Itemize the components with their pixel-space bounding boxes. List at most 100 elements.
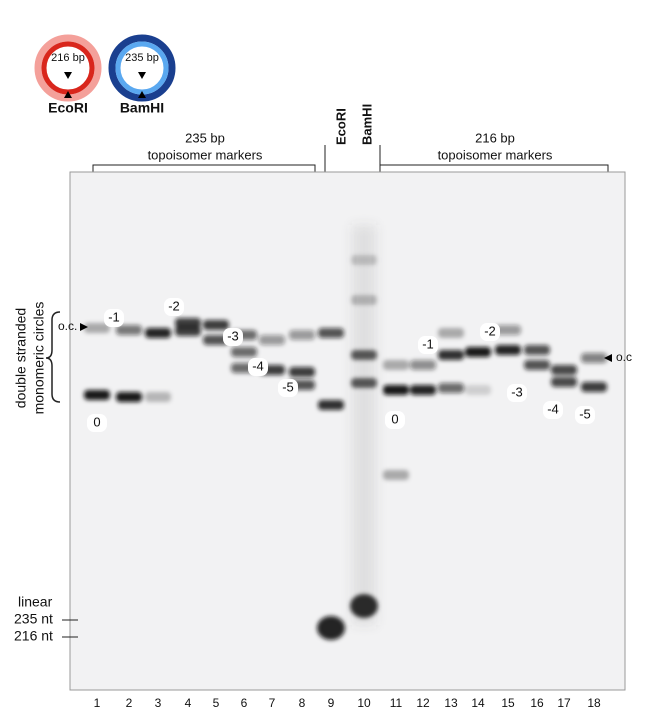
label-bg	[278, 379, 298, 397]
band	[84, 390, 110, 400]
band	[203, 320, 229, 330]
band	[438, 328, 464, 338]
label-bg	[104, 309, 124, 327]
linear-label: linear	[18, 594, 53, 610]
label-bg	[164, 298, 184, 316]
topoisomer-label: 0	[391, 411, 398, 426]
band	[581, 382, 607, 392]
band	[524, 345, 550, 355]
label-bg	[385, 411, 405, 429]
lane-number: 16	[530, 696, 544, 710]
topoisomer-label: -4	[547, 401, 559, 416]
lane-number: 17	[557, 696, 571, 710]
label-bg	[418, 336, 438, 354]
lane-number: 4	[185, 696, 192, 710]
band	[410, 385, 436, 395]
label-bg	[575, 406, 595, 424]
topoisomer-label: 0	[93, 414, 100, 429]
band	[465, 347, 491, 357]
band	[383, 385, 409, 395]
label-bg	[223, 328, 243, 346]
band	[116, 325, 142, 335]
header: topoisomer markers	[438, 147, 553, 162]
linear-label: 235 nt	[14, 611, 53, 627]
smear	[352, 225, 376, 625]
topoisomer-label: -2	[168, 298, 180, 313]
label-bg	[543, 401, 563, 419]
label-bg	[507, 384, 527, 402]
band	[203, 335, 229, 345]
band	[116, 392, 142, 402]
oc-label: o.c.	[58, 319, 77, 333]
topoisomer-label: -5	[579, 406, 591, 421]
topoisomer-label: -4	[252, 358, 264, 373]
band	[84, 323, 110, 333]
band	[145, 392, 171, 402]
band	[438, 383, 464, 393]
linear-label: 216 nt	[14, 628, 53, 644]
topoisomer-label: -5	[282, 379, 294, 394]
band	[317, 616, 345, 640]
label-bg	[248, 358, 268, 376]
label-bg	[480, 323, 500, 341]
lane-number: 1	[94, 696, 101, 710]
lane-number: 10	[357, 696, 371, 710]
lane-number: 2	[126, 696, 133, 710]
lane-number: 14	[471, 696, 485, 710]
header: 216 bp	[475, 130, 515, 145]
band	[438, 350, 464, 360]
band	[581, 353, 607, 363]
header: topoisomer markers	[148, 147, 263, 162]
band	[318, 400, 344, 410]
plasmid-size: 235 bp	[125, 52, 159, 64]
lane-number: 12	[416, 696, 430, 710]
side-label: monomeric circles	[31, 302, 47, 415]
lane-number: 15	[501, 696, 515, 710]
band	[259, 335, 285, 345]
brackets	[92, 145, 609, 172]
brace	[45, 311, 61, 403]
lane-number: 9	[328, 696, 335, 710]
band	[551, 377, 577, 387]
topoisomer-label: -2	[484, 323, 496, 338]
lane-number: 13	[444, 696, 458, 710]
topoisomer-label: -1	[422, 336, 434, 351]
ticks	[62, 619, 78, 638]
band	[289, 367, 315, 377]
lane-header: BamHI	[359, 104, 374, 145]
oc-label: o.c	[616, 350, 632, 364]
band	[289, 330, 315, 340]
band	[175, 318, 201, 328]
band	[145, 328, 171, 338]
topoisomer-label: -3	[227, 328, 239, 343]
band	[175, 326, 201, 336]
lane-number: 18	[587, 696, 601, 710]
band	[410, 360, 436, 370]
header: 235 bp	[185, 130, 225, 145]
band	[231, 347, 257, 357]
band	[551, 365, 577, 375]
plasmid-size: 216 bp	[51, 52, 85, 64]
band	[383, 470, 409, 480]
band	[465, 385, 491, 395]
lane-header: EcoRI	[333, 108, 348, 145]
label-bg	[87, 414, 107, 432]
lane-number: 5	[213, 696, 220, 710]
band	[318, 328, 344, 338]
lane-number: 8	[299, 696, 306, 710]
band	[495, 325, 521, 335]
band	[383, 360, 409, 370]
gel	[69, 171, 626, 691]
lane-number: 11	[390, 696, 403, 710]
topoisomer-label: -1	[108, 309, 120, 324]
band	[495, 345, 521, 355]
enzyme: EcoRI	[48, 100, 88, 116]
lane-number: 3	[155, 696, 162, 710]
lane-number: 7	[269, 696, 276, 710]
side-label: double stranded	[13, 308, 29, 408]
band	[524, 360, 550, 370]
topoisomer-label: -3	[511, 384, 523, 399]
enzyme: BamHI	[120, 100, 164, 116]
lane-number: 6	[241, 696, 248, 710]
